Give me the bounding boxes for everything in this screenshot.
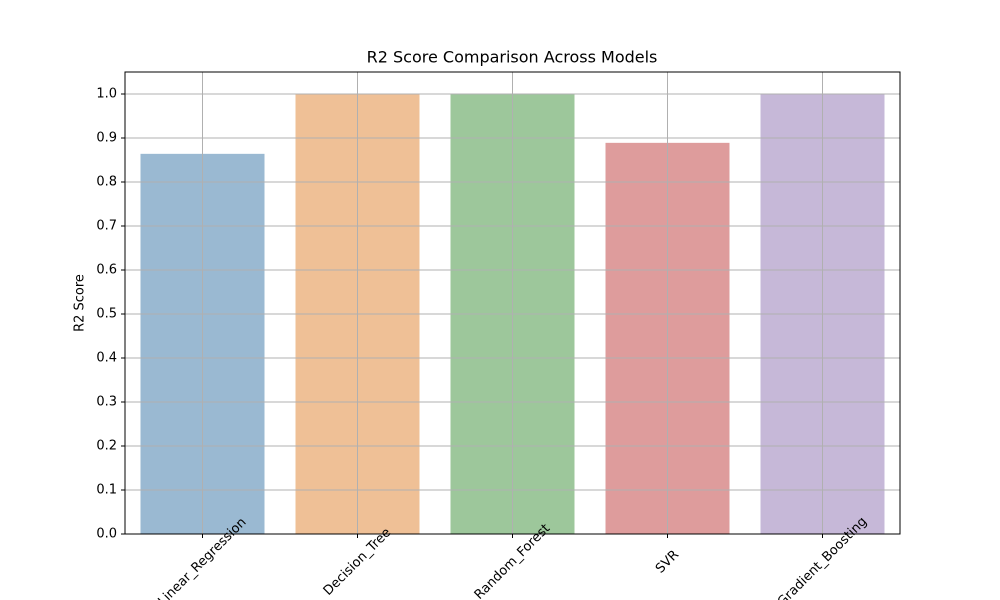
y-tick-label: 0.5 <box>96 307 117 322</box>
y-tick-label: 0.2 <box>96 439 117 454</box>
chart-title: R2 Score Comparison Across Models <box>367 48 658 67</box>
plot-frame <box>124 71 901 535</box>
y-tick-label: 0.6 <box>96 263 117 278</box>
y-axis-label: R2 Score <box>73 274 88 332</box>
y-tick-label: 0.7 <box>96 219 117 234</box>
y-tick-label: 0.0 <box>96 527 117 542</box>
y-tick-label: 0.3 <box>96 395 117 410</box>
y-tick-label: 0.1 <box>96 483 117 498</box>
y-tick-label: 0.8 <box>96 175 117 190</box>
x-tick-label: SVR <box>653 547 682 576</box>
y-tick-label: 1.0 <box>96 87 117 102</box>
y-tick-label: 0.4 <box>96 351 117 366</box>
y-tick-label: 0.9 <box>96 131 117 146</box>
